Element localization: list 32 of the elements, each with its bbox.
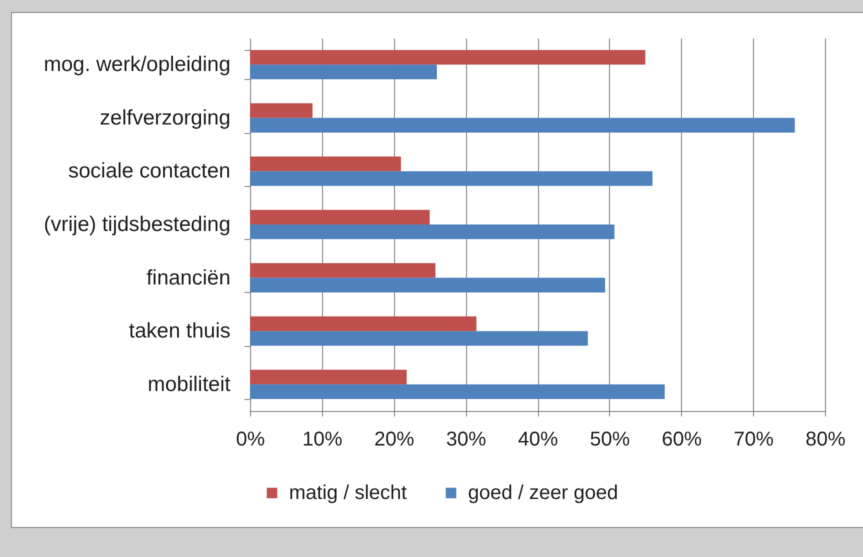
- bar: [250, 224, 614, 240]
- bar: [250, 331, 588, 346]
- y-tick-label: mog. werk/opleiding: [44, 53, 230, 76]
- bar: [250, 156, 401, 172]
- y-tick-label: sociale contacten: [68, 160, 230, 183]
- x-tick-label: 40%: [518, 428, 558, 450]
- y-tick-label: taken thuis: [128, 320, 230, 343]
- x-tick-label: 50%: [590, 428, 630, 450]
- bar: [250, 370, 407, 384]
- y-tick-label: mobiliteit: [148, 372, 231, 396]
- bar: [250, 50, 646, 65]
- bar: [250, 263, 436, 278]
- y-tick-label: (vrije) tijdsbesteding: [44, 213, 230, 236]
- bar: [250, 384, 665, 400]
- x-tick-label: 0%: [236, 428, 266, 450]
- bar: [250, 64, 437, 80]
- y-tick-label: zelfverzorging: [100, 106, 230, 130]
- legend-label: goed / zeer goed: [468, 482, 618, 504]
- x-tick-label: 20%: [374, 428, 414, 450]
- x-tick-label: 10%: [302, 428, 343, 450]
- x-tick-label: 80%: [805, 428, 846, 450]
- bar: [250, 316, 476, 332]
- x-tick-label: 60%: [662, 428, 702, 450]
- bar: [250, 278, 606, 292]
- y-tick-label: financiën: [146, 266, 230, 290]
- x-tick-label: 70%: [734, 428, 774, 450]
- bar: [250, 118, 795, 133]
- legend-label: matig / slecht: [289, 482, 408, 504]
- bar: [250, 210, 430, 224]
- x-tick-label: 30%: [446, 428, 486, 450]
- bar: [250, 171, 652, 186]
- bar: [250, 103, 313, 118]
